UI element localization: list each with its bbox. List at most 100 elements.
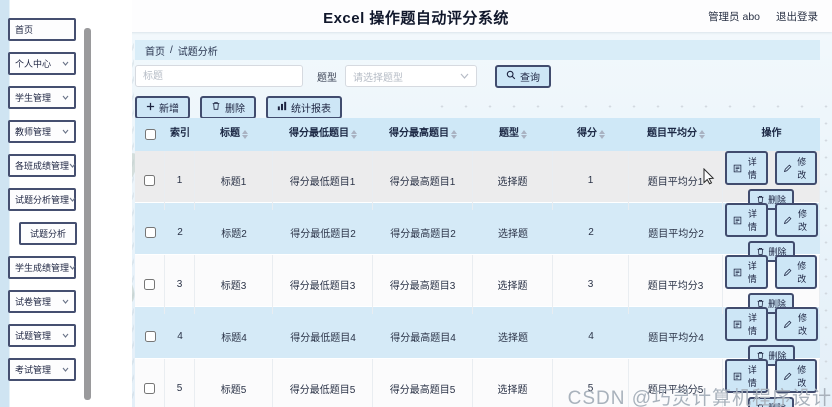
cell-index: 1 xyxy=(165,151,195,210)
row-checkbox[interactable] xyxy=(144,331,156,342)
cell-type: 选择题 xyxy=(473,151,553,210)
cell-index: 4 xyxy=(177,331,183,342)
title-search-input[interactable] xyxy=(135,65,303,87)
user-label: 管理员 abo xyxy=(708,11,760,23)
table-row[interactable]: 3 标题3 得分最低题目3 得分最高题目3 选择题 3 题目平均分3 详情 修改… xyxy=(135,255,820,314)
row-checkbox[interactable] xyxy=(144,175,155,186)
add-button[interactable]: 新增 xyxy=(135,96,190,119)
detail-button[interactable]: 详情 xyxy=(725,151,768,185)
chevron-down-icon xyxy=(69,265,76,270)
table-row[interactable]: 4 标题4 得分最低题目4 得分最高题目4 选择题 4 题目平均分4 详情 修改… xyxy=(135,307,820,366)
edit-button-label: 修改 xyxy=(797,261,807,284)
sidebar-item-exam-mgmt[interactable]: 考试管理 xyxy=(8,358,76,381)
cell-score: 2 xyxy=(588,227,594,238)
delete-button-label: 删除 xyxy=(767,195,786,205)
cell-score: 3 xyxy=(553,255,629,314)
search-button[interactable]: 查询 xyxy=(495,64,551,88)
chevron-down-icon xyxy=(62,61,69,66)
mouse-cursor xyxy=(703,167,715,190)
cell-title: 标题5 xyxy=(195,359,273,407)
bar-chart-icon xyxy=(277,101,287,114)
logout-link[interactable]: 退出登录 xyxy=(776,11,818,23)
cell-highest: 得分最高题目5 xyxy=(373,359,473,407)
chevron-down-icon xyxy=(62,95,69,100)
cell-score: 5 xyxy=(553,359,629,407)
row-checkbox[interactable] xyxy=(144,383,155,394)
cell-type: 选择题 xyxy=(498,229,528,240)
row-checkbox[interactable] xyxy=(144,279,155,290)
sidebar-item-teacher-mgmt[interactable]: 教师管理 xyxy=(8,120,76,143)
cell-type: 选择题 xyxy=(473,255,553,314)
sidebar-item-student-mgmt[interactable]: 学生管理 xyxy=(8,86,76,109)
sidebar-item-student-score-mgmt[interactable]: 学生成绩管理 xyxy=(8,256,76,279)
cell-highest: 得分最高题目2 xyxy=(390,229,456,240)
cell-average: 题目平均分3 xyxy=(629,255,723,314)
trash-icon xyxy=(211,101,221,114)
cell-average: 题目平均分1 xyxy=(629,151,723,210)
cell-score: 1 xyxy=(553,151,629,210)
sidebar-item-label: 学生管理 xyxy=(15,93,52,103)
detail-button[interactable]: 详情 xyxy=(725,203,768,237)
cell-highest: 得分最高题目1 xyxy=(373,151,473,210)
breadcrumb-separator: / xyxy=(170,44,173,56)
sidebar-item-question-analysis-mgmt[interactable]: 试题分析管理 xyxy=(8,188,76,211)
report-button-label: 统计报表 xyxy=(291,104,331,115)
table-row[interactable]: 1 标题1 得分最低题目1 得分最高题目1 选择题 1 题目平均分1 详情 修改… xyxy=(135,151,820,210)
search-button-label: 查询 xyxy=(520,72,540,84)
sidebar-item-home[interactable]: 首页 xyxy=(8,18,76,41)
table-row[interactable]: 5 标题5 得分最低题目5 得分最高题目5 选择题 5 题目平均分5 详情 修改… xyxy=(135,359,820,407)
row-delete-button[interactable]: 删除 xyxy=(747,397,794,407)
edit-button-label: 修改 xyxy=(797,209,807,232)
edit-button-label: 修改 xyxy=(797,157,807,180)
cell-index: 2 xyxy=(177,227,183,238)
sidebar-item-question-mgmt[interactable]: 试题管理 xyxy=(8,324,76,347)
select-all-checkbox[interactable] xyxy=(144,129,156,140)
cell-lowest: 得分最低题目4 xyxy=(290,333,356,344)
sidebar-item-class-score-mgmt[interactable]: 各班成绩管理 xyxy=(8,154,76,177)
sidebar-item-label: 试题分析 xyxy=(29,229,66,239)
top-bar: Excel 操作题自动评分系统 管理员 abo 退出登录 xyxy=(0,0,832,32)
cell-highest: 得分最高题目4 xyxy=(390,333,456,344)
sort-icon[interactable] xyxy=(242,130,248,139)
table-row[interactable]: 2 标题2 得分最低题目2 得分最高题目2 选择题 2 题目平均分2 详情 修改… xyxy=(135,203,820,262)
sidebar-item-label: 考试管理 xyxy=(15,365,52,375)
add-button-label: 新增 xyxy=(159,104,179,115)
plus-icon xyxy=(146,102,155,114)
edit-button[interactable]: 修改 xyxy=(774,359,817,393)
sort-icon[interactable] xyxy=(699,130,705,139)
breadcrumb-home[interactable]: 首页 xyxy=(145,46,165,58)
sort-icon[interactable] xyxy=(351,130,357,139)
watermark-text: CSDN @巧灵计算机程序设计 xyxy=(567,388,832,407)
detail-button[interactable]: 详情 xyxy=(725,307,768,341)
detail-button-label: 详情 xyxy=(747,365,757,388)
sidebar-item-question-analysis[interactable]: 试题分析 xyxy=(19,222,77,245)
cell-title: 标题4 xyxy=(221,333,247,344)
detail-button[interactable]: 详情 xyxy=(725,359,768,393)
cell-title: 标题3 xyxy=(195,255,273,314)
delete-button[interactable]: 删除 xyxy=(200,96,256,119)
detail-button-label: 详情 xyxy=(747,261,757,284)
type-select[interactable]: 请选择题型 xyxy=(345,65,477,87)
edit-button[interactable]: 修改 xyxy=(774,255,817,289)
delete-button-label: 删除 xyxy=(225,104,245,115)
page-title: Excel 操作题自动评分系统 xyxy=(323,10,509,27)
sidebar-item-personal-center[interactable]: 个人中心 xyxy=(8,52,76,75)
report-button[interactable]: 统计报表 xyxy=(266,96,342,119)
edit-button[interactable]: 修改 xyxy=(775,307,818,341)
cell-title: 标题2 xyxy=(221,229,247,240)
row-checkbox[interactable] xyxy=(144,227,156,238)
sidebar-item-label: 试卷管理 xyxy=(15,297,52,307)
sort-icon[interactable] xyxy=(521,130,527,139)
cell-type: 选择题 xyxy=(498,333,528,344)
detail-button[interactable]: 详情 xyxy=(725,255,768,289)
sidebar-scrollbar[interactable] xyxy=(84,28,91,400)
sidebar-item-paper-mgmt[interactable]: 试卷管理 xyxy=(8,290,76,313)
document-icon xyxy=(733,372,742,381)
edit-button[interactable]: 修改 xyxy=(774,151,817,185)
edit-button[interactable]: 修改 xyxy=(775,203,818,237)
trash-icon xyxy=(756,351,765,360)
sort-icon[interactable] xyxy=(451,130,457,139)
breadcrumb: 首页 / 试题分析 xyxy=(135,40,820,60)
sort-icon[interactable] xyxy=(599,130,605,139)
pencil-icon xyxy=(783,320,792,329)
